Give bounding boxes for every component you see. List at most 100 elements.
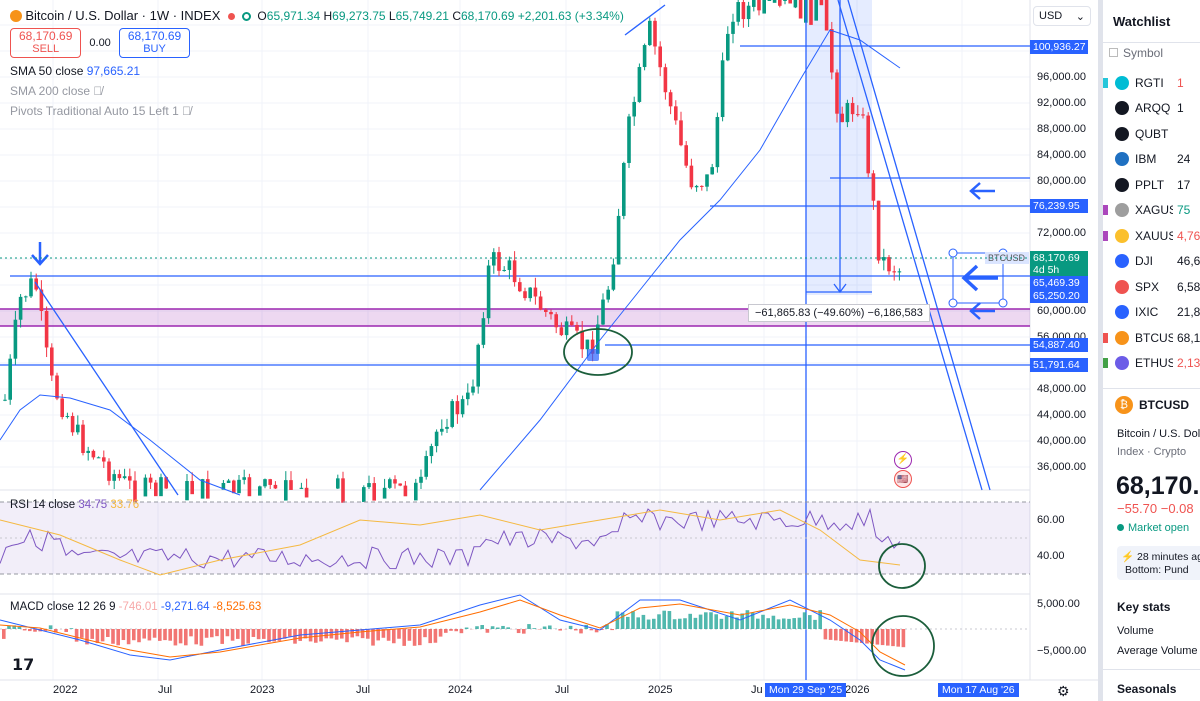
macd-histogram-bar: [256, 629, 261, 640]
watchlist-item-btcusd[interactable]: BTCUSD 68,1: [1103, 325, 1200, 350]
macd-histogram-bar: [496, 627, 500, 629]
eye-hidden-icon[interactable]: 👁̸: [93, 84, 103, 98]
macd-histogram-bar: [236, 629, 240, 639]
macd-histogram-bar: [376, 629, 380, 641]
macd-histogram-bar: [589, 629, 594, 631]
flag-marker[interactable]: [1103, 205, 1108, 215]
candle-body: [486, 265, 491, 319]
macd-histogram-bar: [782, 618, 786, 629]
macd-histogram-bar: [667, 611, 672, 629]
watchlist-item-ixic[interactable]: IXIC 21,8: [1103, 300, 1200, 325]
sell-button[interactable]: 68,170.69 SELL: [10, 28, 82, 58]
price-chart-canvas[interactable]: BTCUSD: [0, 0, 1098, 701]
us-flag-event-icon[interactable]: 🇺🇸: [894, 470, 912, 488]
flag-marker[interactable]: [1103, 154, 1108, 164]
symbol-title[interactable]: Bitcoin / U.S. Dollar · 1W · INDEX: [25, 8, 221, 23]
news-card[interactable]: ⚡ 28 minutes ag Bottom: Pund: [1117, 546, 1200, 580]
flag-marker[interactable]: [1103, 332, 1108, 343]
candle-body: [653, 20, 657, 47]
watchlist-symbol: XAGUSD: [1135, 203, 1173, 217]
macd-histogram-bar: [615, 611, 620, 629]
watchlist-item-arqq[interactable]: ARQQ 1: [1103, 96, 1200, 121]
hand-drawn-circle: [871, 615, 935, 677]
pivots-legend[interactable]: Pivots Traditional Auto 15 Left 1 👁̸: [10, 104, 192, 118]
details-symbol[interactable]: ₿ BTCUSD: [1115, 396, 1189, 414]
candle-body: [96, 457, 101, 459]
flag-marker[interactable]: [1103, 230, 1108, 241]
settings-gear-icon[interactable]: ⚙: [1057, 683, 1070, 699]
watchlist-item-xauusd[interactable]: XAUUSD 4,76: [1103, 223, 1200, 248]
candle-body: [419, 476, 423, 483]
chart-area[interactable]: BTCUSD Bitcoin / U.S. Dollar · 1W · INDE…: [0, 0, 1098, 701]
watchlist-item-xagusd[interactable]: XAGUSD 75: [1103, 198, 1200, 223]
macd-histogram-bar: [693, 617, 698, 629]
candle-body: [70, 416, 75, 433]
lightning-icon[interactable]: ⚡: [894, 451, 912, 469]
watchlist-item-qubt[interactable]: QUBT: [1103, 121, 1200, 146]
watchlist-price: 2,13: [1177, 356, 1200, 370]
macd-histogram-bar: [516, 629, 521, 634]
time-tick-label: Jul: [555, 684, 570, 696]
range-end-date-label: Mon 17 Aug '26: [938, 683, 1019, 697]
candle-body: [731, 21, 735, 34]
candle-body: [570, 321, 574, 325]
seasonals-heading[interactable]: Seasonals: [1117, 682, 1177, 696]
flag-marker[interactable]: [1103, 180, 1108, 190]
watchlist-item-dji[interactable]: DJI 46,6: [1103, 249, 1200, 274]
macd-histogram-bar: [579, 629, 583, 634]
macd-legend[interactable]: MACD close 12 26 9 -746.01 -9,271.64 -8,…: [10, 601, 262, 613]
macd-histogram-bar: [485, 629, 490, 633]
tradingview-logo[interactable]: 𝟭𝟳: [12, 657, 35, 674]
sma200-legend[interactable]: SMA 200 close 👁̸: [10, 84, 103, 98]
watchlist-item-rgti[interactable]: RGTI 1: [1103, 70, 1200, 95]
macd-histogram-bar: [792, 618, 796, 629]
macd-histogram-bar: [178, 629, 183, 644]
macd-histogram-bar: [844, 629, 848, 642]
symbol-logo-icon: [1115, 177, 1129, 192]
eye-hidden-icon[interactable]: 👁̸: [182, 104, 192, 118]
candle-body: [809, 0, 813, 25]
watchlist-item-ibm[interactable]: IBM 24: [1103, 147, 1200, 172]
flag-marker[interactable]: [1103, 307, 1108, 317]
buy-button[interactable]: 68,170.69 BUY: [118, 28, 191, 58]
candle-body: [55, 375, 59, 399]
macd-histogram-bar: [371, 629, 375, 646]
flag-marker[interactable]: [1103, 103, 1108, 113]
macd-histogram-bar: [860, 629, 864, 643]
flag-marker[interactable]: [1103, 256, 1108, 266]
macd-histogram-bar: [808, 615, 812, 629]
macd-histogram-bar: [574, 629, 578, 631]
macd-histogram-bar: [173, 629, 178, 646]
macd-histogram-bar: [288, 629, 292, 637]
flag-marker[interactable]: [1103, 358, 1108, 368]
candle-body: [232, 480, 236, 494]
flag-marker[interactable]: [1103, 129, 1108, 139]
flag-marker[interactable]: [1103, 77, 1108, 88]
rsi-legend[interactable]: RSI 14 close 34.75 33.76: [10, 499, 140, 511]
flag-marker[interactable]: [1103, 282, 1108, 292]
candle-body: [642, 45, 647, 68]
watchlist-symbol: XAUUSD: [1135, 228, 1173, 243]
macd-histogram-bar: [69, 628, 74, 629]
candle-body: [336, 478, 340, 489]
currency-selector[interactable]: USD ⌄: [1033, 6, 1091, 26]
watchlist-item-ethusd[interactable]: ETHUSD 2,13: [1103, 351, 1200, 376]
macd-histogram-bar: [475, 626, 479, 629]
sma50-legend[interactable]: SMA 50 close 97,665.21: [10, 64, 141, 78]
macd-histogram-bar: [631, 611, 635, 629]
time-tick-label: 2024: [448, 684, 473, 696]
right-sidebar: Watchlist Symbol RGTI 1 ARQQ 1 QUBT IBM 24 PPLT…: [1098, 0, 1200, 701]
watchlist-title[interactable]: Watchlist: [1113, 14, 1171, 29]
checkbox-icon[interactable]: [1109, 48, 1118, 57]
watchlist-price: 46,6: [1177, 254, 1200, 268]
macd-histogram-bar: [132, 629, 136, 641]
symbol-logo-icon: [1115, 228, 1129, 243]
macd-histogram-bar: [308, 629, 313, 642]
watchlist-symbol-header[interactable]: Symbol: [1109, 46, 1163, 60]
watchlist-item-pplt[interactable]: PPLT 17: [1103, 172, 1200, 197]
candle-body: [850, 102, 855, 115]
macd-histogram-bar: [324, 629, 328, 639]
watchlist-item-spx[interactable]: SPX 6,58: [1103, 274, 1200, 299]
candle-body: [882, 257, 886, 261]
candle-body: [258, 486, 262, 496]
